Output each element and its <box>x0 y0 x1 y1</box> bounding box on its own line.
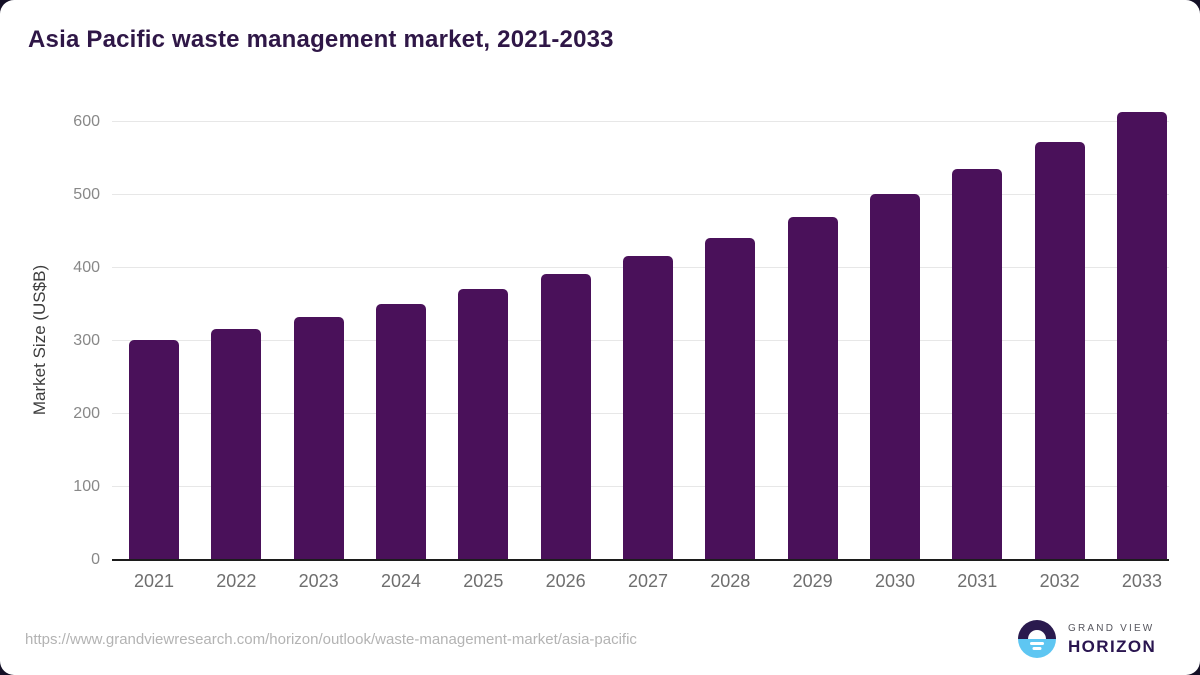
bar-2026[interactable] <box>540 273 591 560</box>
bar-2029[interactable] <box>787 216 838 560</box>
x-axis-line <box>112 559 1169 561</box>
plot-area <box>112 111 1169 560</box>
bar-2033[interactable] <box>1116 111 1167 560</box>
sun-reflection-stripe <box>1032 647 1042 650</box>
source-url: https://www.grandviewresearch.com/horizo… <box>25 631 637 648</box>
horizon-sun-icon <box>1018 620 1056 658</box>
bar-2024[interactable] <box>375 303 426 560</box>
x-tick-label-2032: 2032 <box>1039 571 1080 591</box>
x-tick-label-2023: 2023 <box>298 571 339 591</box>
bar-2028[interactable] <box>705 238 756 560</box>
x-tick-label-2030: 2030 <box>874 571 915 591</box>
x-tick-label-2033: 2033 <box>1121 571 1162 591</box>
logo-text-horizon: HORIZON <box>1068 636 1157 656</box>
x-tick-label-2022: 2022 <box>216 571 257 591</box>
x-tick-label-2028: 2028 <box>710 571 751 591</box>
sun-glyph <box>1028 630 1046 639</box>
gridline-500 <box>112 194 1169 195</box>
bar-2023[interactable] <box>293 316 344 560</box>
x-tick-label-2027: 2027 <box>627 571 668 591</box>
y-tick-label-500: 500 <box>73 186 100 203</box>
y-tick-label-600: 600 <box>73 113 100 130</box>
x-tick-label-2026: 2026 <box>545 571 586 591</box>
x-tick-label-2025: 2025 <box>463 571 504 591</box>
x-tick-label-2029: 2029 <box>792 571 833 591</box>
y-tick-label-400: 400 <box>73 259 100 276</box>
bar-2021[interactable] <box>129 340 179 560</box>
bar-2031[interactable] <box>952 168 1003 560</box>
sun-reflection-stripe <box>1030 642 1044 645</box>
bar-2030[interactable] <box>869 194 920 560</box>
x-tick-label-2024: 2024 <box>380 571 421 591</box>
y-tick-label-200: 200 <box>73 405 100 422</box>
gridline-600 <box>112 121 1169 122</box>
y-tick-label-100: 100 <box>73 478 100 495</box>
logo-text: GRAND VIEW HORIZON <box>1068 622 1157 656</box>
bar-2022[interactable] <box>211 328 262 560</box>
y-tick-label-0: 0 <box>91 551 100 568</box>
logo-text-grand-view: GRAND VIEW <box>1068 622 1155 634</box>
x-tick-label-2021: 2021 <box>133 571 175 591</box>
chart-title: Asia Pacific waste management market, 20… <box>28 26 614 53</box>
bar-2025[interactable] <box>458 289 509 560</box>
x-tick-label-2031: 2031 <box>957 571 998 591</box>
bar-2032[interactable] <box>1034 142 1085 560</box>
grandview-horizon-logo[interactable]: GRAND VIEW HORIZON <box>1018 620 1156 658</box>
y-tick-label-300: 300 <box>73 332 100 349</box>
bar-2027[interactable] <box>622 256 673 560</box>
